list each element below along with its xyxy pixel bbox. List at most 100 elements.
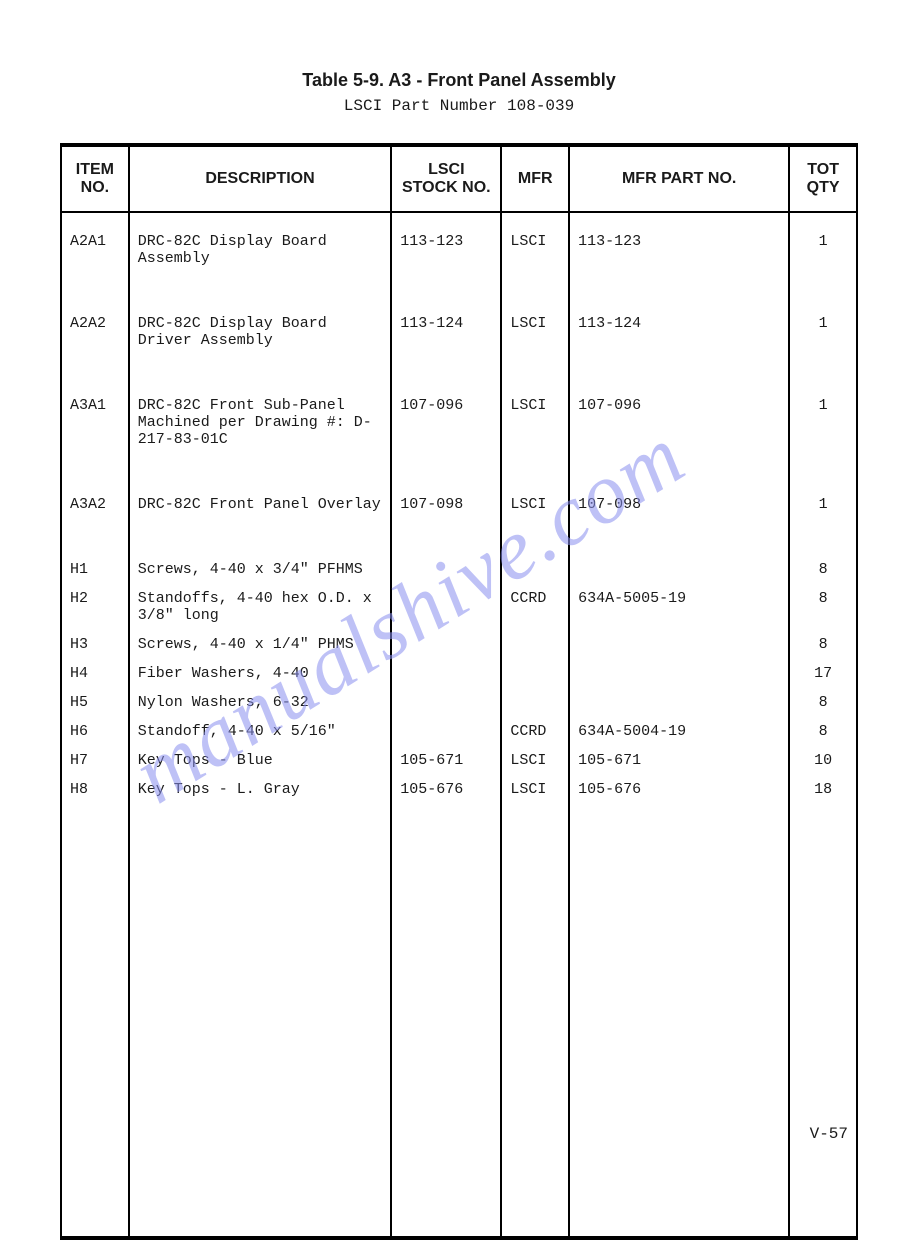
mfr-part-no: 113-124	[569, 309, 789, 355]
tot-qty: 8	[789, 630, 857, 659]
tot-qty: 8	[789, 555, 857, 584]
description: Key Tops - Blue	[129, 746, 392, 775]
col-header-mfr: MFR	[501, 145, 569, 212]
table-row	[61, 519, 857, 555]
mfr: LSCI	[501, 391, 569, 454]
table-body: A2A1DRC-82C Display Board Assembly113-12…	[61, 212, 857, 1238]
item-no: H8	[61, 775, 129, 804]
tot-qty: 10	[789, 746, 857, 775]
description: Standoffs, 4-40 hex O.D. x 3/8" long	[129, 584, 392, 630]
tot-qty: 1	[789, 309, 857, 355]
description: Screws, 4-40 x 3/4" PFHMS	[129, 555, 392, 584]
item-no: H6	[61, 717, 129, 746]
description: DRC-82C Front Panel Overlay	[129, 490, 392, 519]
stock-no	[391, 555, 501, 584]
table-filler	[61, 804, 857, 1238]
table-row	[61, 355, 857, 391]
table-row: A2A1DRC-82C Display Board Assembly113-12…	[61, 212, 857, 273]
mfr-part-no	[569, 659, 789, 688]
mfr-part-no: 634A-5005-19	[569, 584, 789, 630]
item-no: H2	[61, 584, 129, 630]
stock-no	[391, 688, 501, 717]
stock-no	[391, 584, 501, 630]
tot-qty: 18	[789, 775, 857, 804]
mfr: CCRD	[501, 584, 569, 630]
table-title: Table 5-9. A3 - Front Panel Assembly	[60, 70, 858, 91]
stock-no: 113-124	[391, 309, 501, 355]
tot-qty: 1	[789, 212, 857, 273]
item-no: H3	[61, 630, 129, 659]
mfr-part-no	[569, 688, 789, 717]
description: Fiber Washers, 4-40	[129, 659, 392, 688]
item-no: A2A2	[61, 309, 129, 355]
description: DRC-82C Front Sub-Panel Machined per Dra…	[129, 391, 392, 454]
mfr-part-no: 105-671	[569, 746, 789, 775]
mfr: LSCI	[501, 309, 569, 355]
stock-no: 107-096	[391, 391, 501, 454]
mfr-part-no: 105-676	[569, 775, 789, 804]
table-row: H2Standoffs, 4-40 hex O.D. x 3/8" long CC…	[61, 584, 857, 630]
table-subtitle: LSCI Part Number 108-039	[60, 97, 858, 115]
col-header-qty: TOT QTY	[789, 145, 857, 212]
table-row: A2A2DRC-82C Display Board Driver Assembl…	[61, 309, 857, 355]
mfr	[501, 688, 569, 717]
table-row: A3A2DRC-82C Front Panel Overlay107-098LS…	[61, 490, 857, 519]
table-row: H1Screws, 4-40 x 3/4" PFHMS 8	[61, 555, 857, 584]
tot-qty: 8	[789, 688, 857, 717]
stock-no	[391, 630, 501, 659]
item-no: H1	[61, 555, 129, 584]
mfr: LSCI	[501, 746, 569, 775]
mfr-part-no	[569, 630, 789, 659]
page-number: V-57	[810, 1125, 848, 1143]
table-row: H7Key Tops - Blue105-671LSCI105-67110	[61, 746, 857, 775]
table-row: H6Standoff, 4-40 x 5/16"CCRD634A-5004-19…	[61, 717, 857, 746]
table-row: H3Screws, 4-40 x 1/4" PHMS 8	[61, 630, 857, 659]
mfr: LSCI	[501, 775, 569, 804]
mfr: LSCI	[501, 212, 569, 273]
stock-no	[391, 659, 501, 688]
mfr	[501, 630, 569, 659]
mfr: LSCI	[501, 490, 569, 519]
mfr-part-no	[569, 555, 789, 584]
mfr-part-no: 634A-5004-19	[569, 717, 789, 746]
col-header-item: ITEM NO.	[61, 145, 129, 212]
description: DRC-82C Display Board Assembly	[129, 212, 392, 273]
mfr	[501, 555, 569, 584]
stock-no: 105-671	[391, 746, 501, 775]
mfr-part-no: 107-098	[569, 490, 789, 519]
table-row: H4Fiber Washers, 4-40 17	[61, 659, 857, 688]
col-header-stock: LSCI STOCK NO.	[391, 145, 501, 212]
description: Nylon Washers, 6-32	[129, 688, 392, 717]
item-no: H7	[61, 746, 129, 775]
tot-qty: 8	[789, 584, 857, 630]
col-header-part: MFR PART NO.	[569, 145, 789, 212]
table-row	[61, 273, 857, 309]
item-no: A3A2	[61, 490, 129, 519]
tot-qty: 1	[789, 490, 857, 519]
item-no: H4	[61, 659, 129, 688]
item-no: H5	[61, 688, 129, 717]
mfr-part-no: 113-123	[569, 212, 789, 273]
table-header-row: ITEM NO. DESCRIPTION LSCI STOCK NO. MFR …	[61, 145, 857, 212]
description: DRC-82C Display Board Driver Assembly	[129, 309, 392, 355]
col-header-desc: DESCRIPTION	[129, 145, 392, 212]
mfr: CCRD	[501, 717, 569, 746]
stock-no	[391, 717, 501, 746]
title-block: Table 5-9. A3 - Front Panel Assembly LSC…	[60, 70, 858, 115]
stock-no: 105-676	[391, 775, 501, 804]
description: Key Tops - L. Gray	[129, 775, 392, 804]
table-row: H5Nylon Washers, 6-32 8	[61, 688, 857, 717]
item-no: A3A1	[61, 391, 129, 454]
mfr	[501, 659, 569, 688]
document-page: manualshive.com Table 5-9. A3 - Front Pa…	[0, 0, 918, 1188]
table-row	[61, 454, 857, 490]
tot-qty: 17	[789, 659, 857, 688]
stock-no: 107-098	[391, 490, 501, 519]
table-row: A3A1DRC-82C Front Sub-Panel Machined per…	[61, 391, 857, 454]
table-row: H8Key Tops - L. Gray105-676LSCI105-67618	[61, 775, 857, 804]
tot-qty: 1	[789, 391, 857, 454]
mfr-part-no: 107-096	[569, 391, 789, 454]
stock-no: 113-123	[391, 212, 501, 273]
parts-table: ITEM NO. DESCRIPTION LSCI STOCK NO. MFR …	[60, 143, 858, 1240]
description: Screws, 4-40 x 1/4" PHMS	[129, 630, 392, 659]
